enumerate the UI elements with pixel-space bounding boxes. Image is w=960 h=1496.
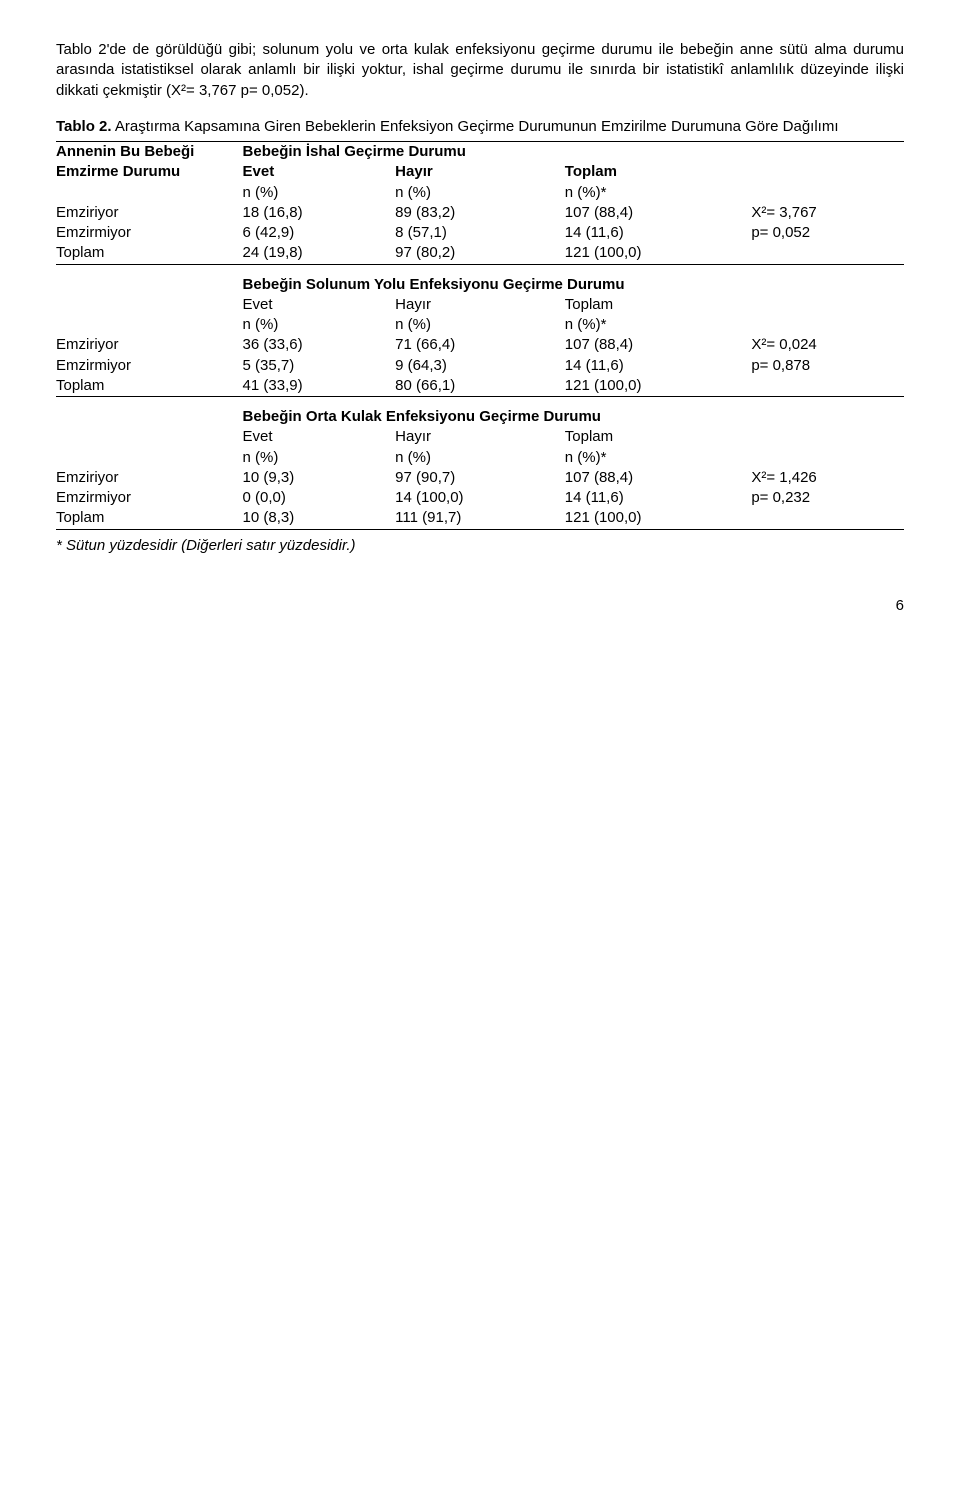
- stat-cell: p= 0,052: [751, 223, 904, 243]
- col-toplam: Toplam: [565, 427, 752, 447]
- cell: 10 (9,3): [243, 468, 396, 488]
- intro-paragraph: Tablo 2'de de görüldüğü gibi; solunum yo…: [56, 40, 904, 101]
- page-number: 6: [56, 596, 904, 616]
- col-hayir: Hayır: [395, 295, 565, 315]
- stat-cell: p= 0,232: [751, 488, 904, 508]
- cell: 97 (80,2): [395, 243, 565, 264]
- cell: 5 (35,7): [243, 356, 396, 376]
- table-title-bold: Tablo 2.: [56, 118, 112, 135]
- col-n1: n (%): [243, 183, 396, 203]
- row-label: Emzirmiyor: [56, 223, 243, 243]
- section-title-kulak: Bebeğin Orta Kulak Enfeksiyonu Geçirme D…: [243, 407, 752, 427]
- col-toplam: Toplam: [565, 162, 752, 182]
- col-evet: Evet: [243, 162, 396, 182]
- row-label: Toplam: [56, 376, 243, 397]
- row-label: Emzirmiyor: [56, 356, 243, 376]
- col-n3: n (%)*: [565, 448, 752, 468]
- col-hayir: Hayır: [395, 427, 565, 447]
- data-table: Annenin Bu Bebeği Bebeğin İshal Geçirme …: [56, 141, 904, 530]
- cell: 36 (33,6): [243, 335, 396, 355]
- cell: 107 (88,4): [565, 203, 752, 223]
- row-label: Emziriyor: [56, 468, 243, 488]
- row-label: Emziriyor: [56, 203, 243, 223]
- row-label: Emzirmiyor: [56, 488, 243, 508]
- cell: 10 (8,3): [243, 508, 396, 529]
- col-evet: Evet: [243, 427, 396, 447]
- col-n1: n (%): [243, 448, 396, 468]
- stat-cell: p= 0,878: [751, 356, 904, 376]
- row-label: Emziriyor: [56, 335, 243, 355]
- cell: 121 (100,0): [565, 508, 752, 529]
- cell: 97 (90,7): [395, 468, 565, 488]
- cell: 89 (83,2): [395, 203, 565, 223]
- row-label: Toplam: [56, 243, 243, 264]
- section-title-solunum: Bebeğin Solunum Yolu Enfeksiyonu Geçirme…: [243, 275, 752, 295]
- section-title-ishal: Bebeğin İshal Geçirme Durumu: [243, 142, 752, 163]
- cell: 14 (100,0): [395, 488, 565, 508]
- table-title-rest: Araştırma Kapsamına Giren Bebeklerin Enf…: [112, 118, 839, 135]
- cell: 107 (88,4): [565, 468, 752, 488]
- col-toplam: Toplam: [565, 295, 752, 315]
- cell: 111 (91,7): [395, 508, 565, 529]
- row-label: Toplam: [56, 508, 243, 529]
- cell: 71 (66,4): [395, 335, 565, 355]
- col-evet: Evet: [243, 295, 396, 315]
- cell: 24 (19,8): [243, 243, 396, 264]
- group-header-left1: Annenin Bu Bebeği: [56, 142, 243, 163]
- col-n2: n (%): [395, 183, 565, 203]
- col-n1: n (%): [243, 315, 396, 335]
- cell: 0 (0,0): [243, 488, 396, 508]
- cell: 121 (100,0): [565, 243, 752, 264]
- cell: 14 (11,6): [565, 356, 752, 376]
- cell: 41 (33,9): [243, 376, 396, 397]
- cell: 18 (16,8): [243, 203, 396, 223]
- cell: 14 (11,6): [565, 488, 752, 508]
- col-n2: n (%): [395, 315, 565, 335]
- stat-cell: X²= 0,024: [751, 335, 904, 355]
- col-hayir: Hayır: [395, 162, 565, 182]
- cell: 121 (100,0): [565, 376, 752, 397]
- footnote: * Sütun yüzdesidir (Diğerleri satır yüzd…: [56, 536, 904, 556]
- cell: 107 (88,4): [565, 335, 752, 355]
- table-title: Tablo 2. Araştırma Kapsamına Giren Bebek…: [56, 117, 904, 137]
- cell: 6 (42,9): [243, 223, 396, 243]
- stat-cell: X²= 1,426: [751, 468, 904, 488]
- col-n2: n (%): [395, 448, 565, 468]
- cell: 8 (57,1): [395, 223, 565, 243]
- cell: 14 (11,6): [565, 223, 752, 243]
- col-n3: n (%)*: [565, 183, 752, 203]
- cell: 80 (66,1): [395, 376, 565, 397]
- group-header-left2: Emzirme Durumu: [56, 162, 243, 182]
- col-n3: n (%)*: [565, 315, 752, 335]
- cell: 9 (64,3): [395, 356, 565, 376]
- stat-cell: X²= 3,767: [751, 203, 904, 223]
